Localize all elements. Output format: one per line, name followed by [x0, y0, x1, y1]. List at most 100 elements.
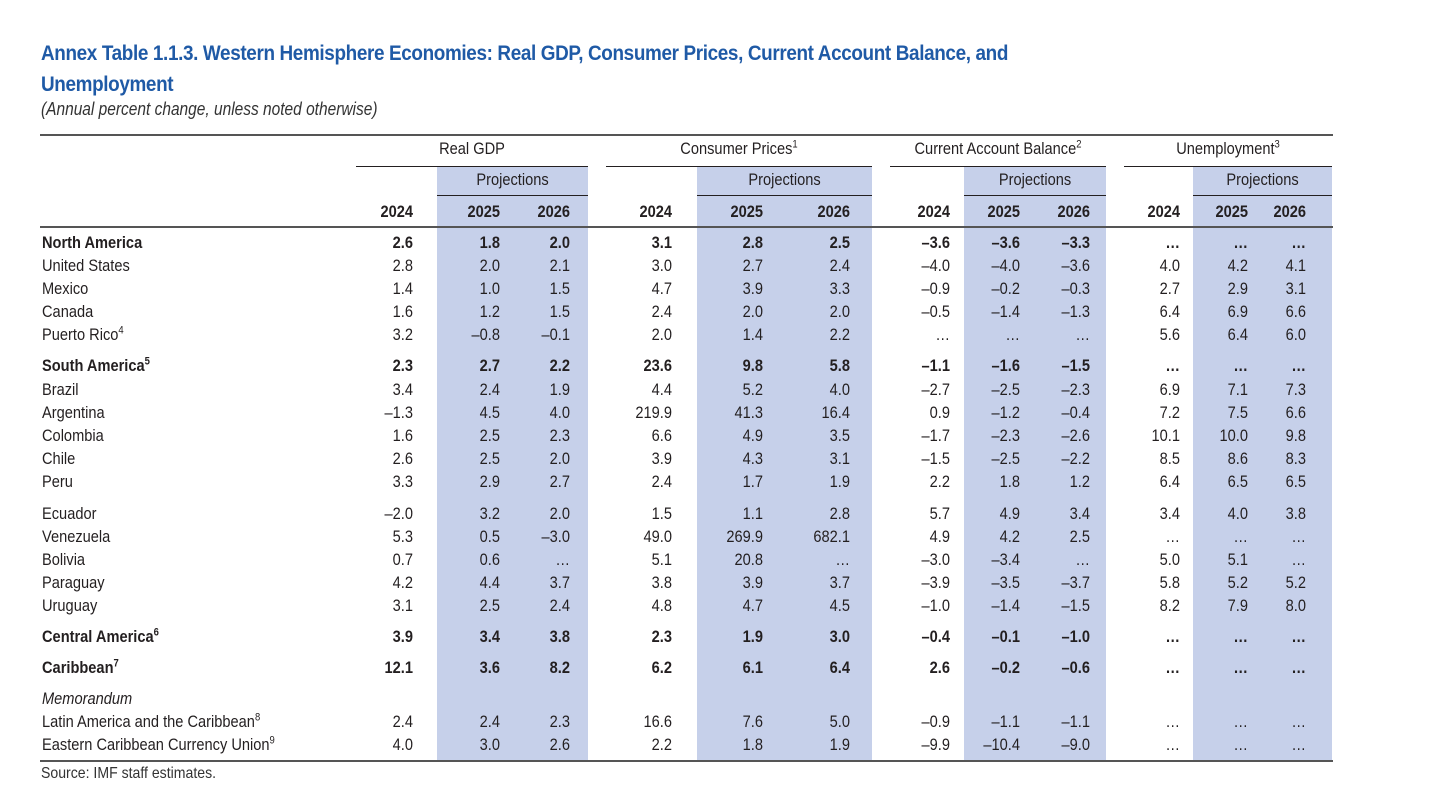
row-label: Bolivia	[42, 548, 85, 571]
table-cell: –1.6	[991, 356, 1020, 375]
footnote-marker: 1	[792, 138, 798, 151]
table-cell: 4.1	[1285, 256, 1306, 275]
table-cell: 2.8	[829, 504, 850, 523]
table-cell: –1.4	[991, 302, 1020, 321]
table-cell: 4.0	[392, 735, 413, 754]
table-cell: 3.6	[479, 658, 500, 677]
table-cell: 2.5	[829, 233, 850, 252]
table-cell: –0.9	[921, 279, 950, 298]
table-cell: 3.8	[1285, 504, 1306, 523]
year-header-2026: 2026	[1057, 202, 1090, 221]
table-cell: 4.7	[742, 596, 763, 615]
table-cell: 41.3	[734, 403, 763, 422]
table-cell: 6.4	[1227, 325, 1248, 344]
table-cell: 3.4	[1069, 504, 1090, 523]
table-top-border	[40, 134, 1333, 136]
column-group-header: Real GDP	[372, 139, 572, 159]
table-cell: 2.4	[479, 712, 500, 731]
year-header-2026: 2026	[1273, 202, 1306, 221]
table-cell: –0.1	[991, 627, 1020, 646]
group-label: Unemployment	[1176, 139, 1275, 158]
table-cell: 1.4	[742, 325, 763, 344]
table-cell: –3.0	[921, 550, 950, 569]
table-cell: 4.2	[392, 573, 413, 592]
table-cell: …	[1233, 627, 1248, 646]
table-cell: 5.2	[1285, 573, 1306, 592]
table-cell: –3.5	[991, 573, 1020, 592]
table-cell: –0.2	[991, 279, 1020, 298]
table-cell: 9.8	[1285, 426, 1306, 445]
table-cell: 6.9	[1159, 380, 1180, 399]
table-cell: –1.3	[1061, 302, 1090, 321]
table-cell: 3.2	[392, 325, 413, 344]
table-cell: 2.2	[829, 325, 850, 344]
table-cell: 2.0	[651, 325, 672, 344]
table-cell: –1.5	[1061, 596, 1090, 615]
table-cell: …	[1291, 527, 1306, 546]
table-cell: 16.6	[643, 712, 672, 731]
table-cell: 8.0	[1285, 596, 1306, 615]
table-cell: 4.9	[929, 527, 950, 546]
table-cell: 3.8	[651, 573, 672, 592]
table-cell: 3.9	[651, 449, 672, 468]
table-cell: 3.8	[549, 627, 570, 646]
table-cell: 1.9	[829, 735, 850, 754]
table-cell: –0.5	[921, 302, 950, 321]
table-cell: …	[1291, 627, 1306, 646]
table-cell: 4.8	[651, 596, 672, 615]
table-cell: 1.5	[549, 302, 570, 321]
table-cell: 5.8	[829, 356, 850, 375]
table-cell: 6.2	[651, 658, 672, 677]
row-label-text: Central America	[42, 627, 154, 646]
row-label: South America5	[42, 354, 150, 377]
table-cell: 5.1	[651, 550, 672, 569]
table-cell: 2.7	[742, 256, 763, 275]
group-underline	[356, 166, 588, 167]
table-cell: 3.3	[829, 279, 850, 298]
table-title: Annex Table 1.1.3. Western Hemisphere Ec…	[41, 42, 1009, 96]
table-subtitle: (Annual percent change, unless noted oth…	[41, 99, 378, 119]
table-cell: 4.2	[999, 527, 1020, 546]
footnote-marker: 6	[153, 626, 159, 639]
year-header-2025: 2025	[987, 202, 1020, 221]
footnote-marker: 3	[1274, 138, 1280, 151]
table-cell: …	[1291, 712, 1306, 731]
table-cell: 6.4	[1159, 302, 1180, 321]
group-label: Consumer Prices	[680, 139, 793, 158]
table-cell: 3.1	[651, 233, 672, 252]
table-cell: –1.0	[921, 596, 950, 615]
table-cell: 2.0	[479, 256, 500, 275]
row-label: Eastern Caribbean Currency Union9	[42, 733, 275, 756]
table-cell: 1.8	[999, 472, 1020, 491]
table-cell: 3.1	[1285, 279, 1306, 298]
table-cell: 4.9	[999, 504, 1020, 523]
table-cell: 1.9	[742, 627, 763, 646]
table-cell: 3.4	[392, 380, 413, 399]
table-cell: –2.2	[1061, 449, 1090, 468]
table-cell: 4.0	[829, 380, 850, 399]
row-label: Uruguay	[42, 594, 97, 617]
row-label-text: Paraguay	[42, 573, 105, 592]
row-label-text: Colombia	[42, 426, 104, 445]
table-cell: 2.1	[549, 256, 570, 275]
row-label-text: Puerto Rico	[42, 325, 119, 344]
table-cell: 2.3	[549, 712, 570, 731]
table-cell: 8.5	[1159, 449, 1180, 468]
table-cell: 2.8	[742, 233, 763, 252]
table-cell: …	[1233, 658, 1248, 677]
table-cell: 2.0	[549, 233, 570, 252]
row-label-text: Canada	[42, 302, 94, 321]
table-cell: 3.9	[742, 279, 763, 298]
year-header-2026: 2026	[537, 202, 570, 221]
table-cell: 6.4	[1159, 472, 1180, 491]
table-cell: 2.0	[549, 449, 570, 468]
table-cell: 3.3	[392, 472, 413, 491]
table-cell: 3.1	[392, 596, 413, 615]
row-label: Paraguay	[42, 571, 105, 594]
table-cell: –1.3	[384, 403, 413, 422]
table-cell: 2.5	[1069, 527, 1090, 546]
table-cell: 219.9	[635, 403, 672, 422]
table-cell: 5.6	[1159, 325, 1180, 344]
projection-shade	[697, 166, 872, 760]
projection-shade	[964, 166, 1106, 760]
